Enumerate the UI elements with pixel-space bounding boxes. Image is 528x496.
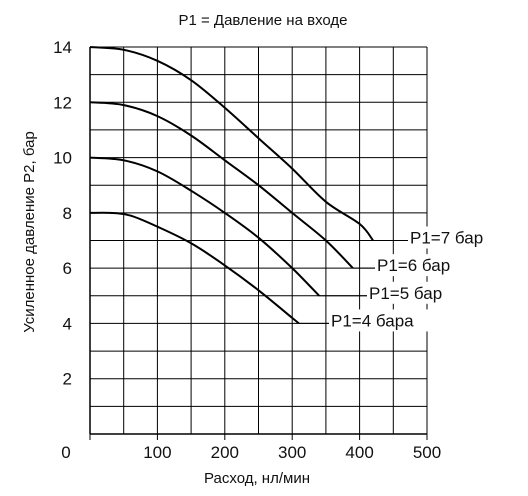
series-lines [89,46,374,325]
y-tick-label: 6 [63,259,72,278]
x-tick-label: 100 [143,443,171,462]
series-label-background [367,281,487,304]
x-axis-label: Расход, нл/мин [204,470,310,487]
series-labels: P1=7 бар P1=6 бар P1=5 бар P1=4 бара [298,226,528,332]
series-label: P1=5 бар [369,284,442,303]
x-tick-label: 400 [345,443,373,462]
axes [89,47,428,440]
chart-title: P1 = Давление на входе [178,12,347,29]
series-line [89,156,320,297]
series-line [89,46,374,242]
y-tick-label: 4 [63,314,72,333]
tick-labels: 0 100 200 300 400 500 2 4 6 8 10 12 14 [53,38,441,462]
series-label-background [375,254,495,277]
series-label: P1=7 бар [410,229,483,248]
y-tick-label: 12 [53,93,72,112]
x-tick-label: 500 [413,443,441,462]
y-tick-label: 14 [53,38,72,57]
y-tick-label: 2 [63,370,72,389]
x-tick-label: 200 [211,443,239,462]
series-label: P1=6 бар [377,256,450,275]
series-line [89,101,354,269]
series-label-background [408,226,528,249]
y-tick-label: 10 [53,149,72,168]
x-tick-label: 0 [61,443,70,462]
series-label-background [329,309,449,332]
series-label: P1=4 бара [331,311,414,330]
y-axis-label: Усиленное давление P2, бар [21,131,38,333]
y-tick-label: 8 [63,204,72,223]
series-line [89,211,300,325]
x-tick-label: 300 [278,443,306,462]
